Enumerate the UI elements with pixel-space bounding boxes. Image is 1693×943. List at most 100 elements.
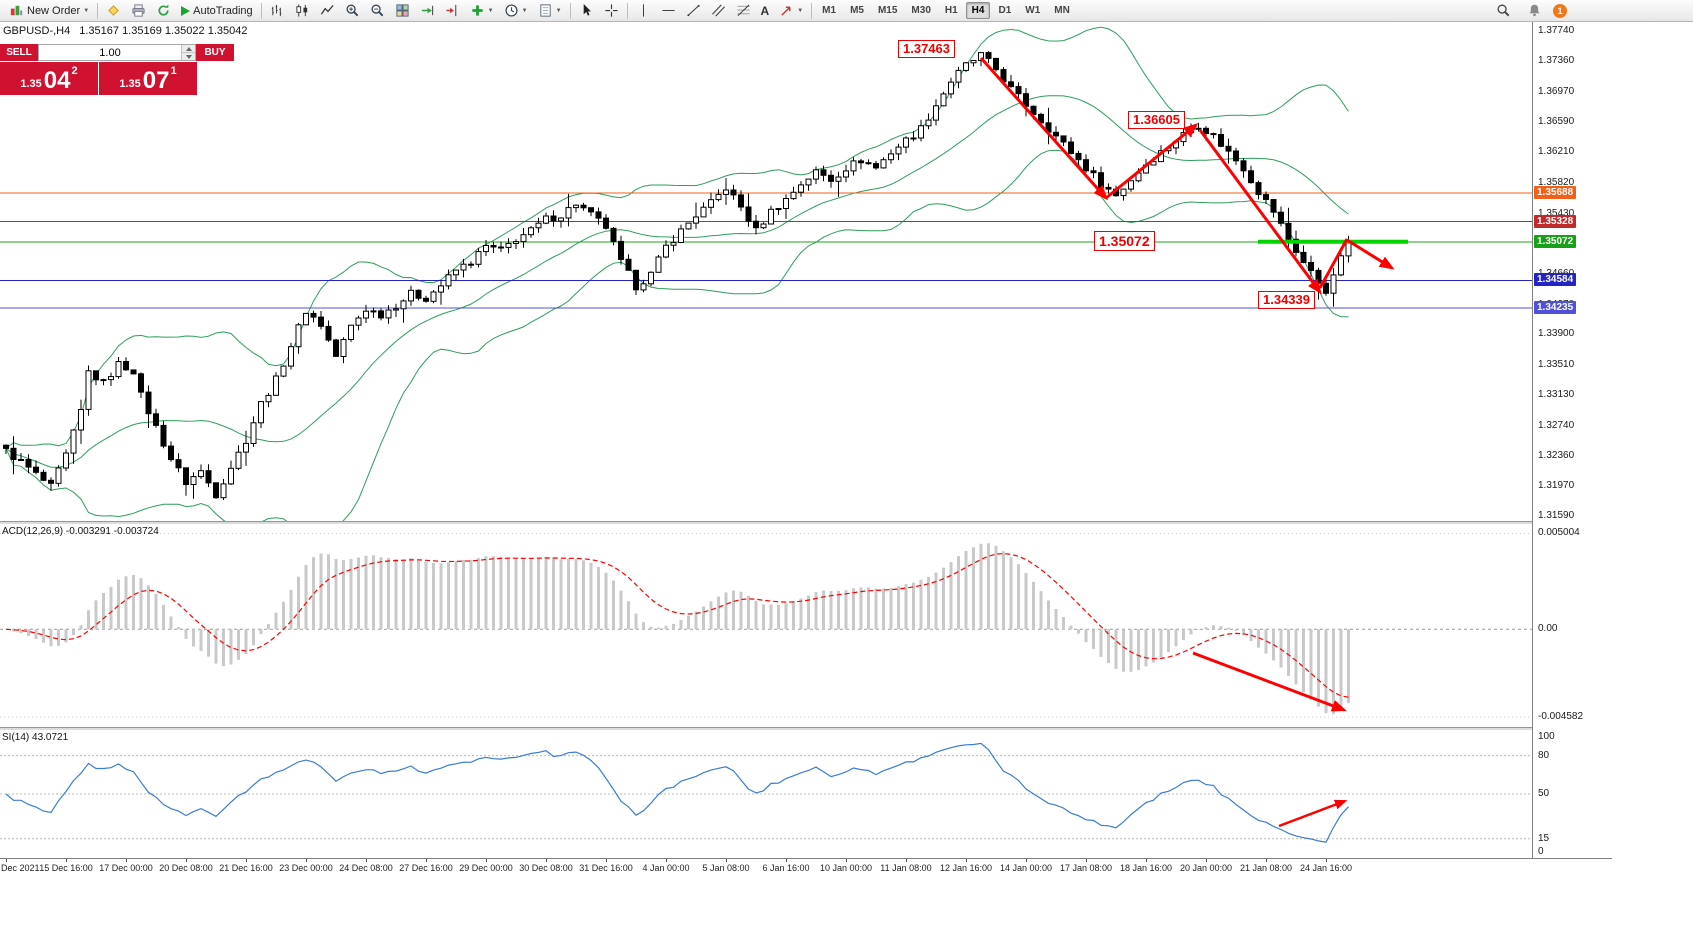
- buy-button[interactable]: BUY: [196, 44, 234, 61]
- macd-axis-label: 0.00: [1538, 623, 1558, 635]
- periods-button[interactable]: ▼: [499, 0, 533, 22]
- arrows-button[interactable]: ▼: [774, 0, 808, 22]
- cursor-button[interactable]: [574, 0, 599, 22]
- trendline-icon: [686, 4, 700, 17]
- tf-d1-button[interactable]: D1: [998, 5, 1012, 16]
- new-order-button[interactable]: New Order ▼: [4, 0, 94, 22]
- sell-price-sup: 2: [71, 65, 78, 77]
- time-label: 20 Dec 08:00: [159, 863, 213, 873]
- price-level-badge: 1.35328: [1534, 214, 1577, 228]
- macd-indicator-label: ACD(12,26,9) -0.003291 -0.003724: [2, 526, 159, 537]
- tf-h4-button[interactable]: H4: [965, 2, 991, 19]
- time-tick: [1026, 859, 1027, 862]
- time-tick: [1146, 859, 1147, 862]
- price-chart-plot[interactable]: [0, 22, 1532, 521]
- time-tick: [366, 859, 367, 862]
- tf-h1-button[interactable]: H1: [944, 5, 958, 16]
- trend-arrow[interactable]: [979, 57, 1108, 201]
- tf-m5-button[interactable]: M5: [850, 5, 864, 16]
- rsi-plot[interactable]: [0, 730, 1532, 858]
- candlestick-chart-button[interactable]: [290, 0, 315, 22]
- time-label: 23 Dec 00:00: [279, 863, 333, 873]
- text-button[interactable]: A: [756, 0, 775, 22]
- time-label: 21 Dec 16:00: [219, 863, 273, 873]
- templates-button[interactable]: ▼: [533, 0, 567, 22]
- notification-badge[interactable]: 1: [1553, 3, 1567, 18]
- buy-price-sup: 1: [170, 65, 177, 77]
- volume-up-button[interactable]: [182, 45, 195, 52]
- volume-down-button[interactable]: [182, 52, 195, 60]
- macd-trend-arrow[interactable]: [1192, 651, 1347, 712]
- refresh-icon: [158, 4, 169, 16]
- notifications-button[interactable]: [1522, 0, 1547, 22]
- time-tick: [246, 859, 247, 862]
- print-button[interactable]: [126, 0, 151, 22]
- tf-m1-button[interactable]: M1: [822, 5, 837, 16]
- price-axis[interactable]: 1.37740 1.37360 1.36970 1.36590 1.36210 1.358…: [1532, 22, 1613, 876]
- lower-high-label[interactable]: 1.36605: [1128, 111, 1185, 129]
- tf-mn-button[interactable]: MN: [1054, 5, 1070, 16]
- sell-button[interactable]: SELL: [0, 44, 38, 61]
- tile-windows-icon: [396, 4, 409, 17]
- time-label: 21 Jan 08:00: [1239, 863, 1293, 873]
- rsi-trend-arrow[interactable]: [1278, 799, 1348, 828]
- line-chart-button[interactable]: [315, 0, 340, 22]
- time-tick: [1086, 859, 1087, 862]
- swing-high-label[interactable]: 1.37463: [898, 40, 955, 58]
- buy-price-button[interactable]: 1.35 07 1: [99, 62, 197, 95]
- auto-scroll-button[interactable]: [415, 0, 440, 22]
- chevron-down-icon: ▼: [555, 7, 562, 14]
- trend-arrow[interactable]: [1105, 123, 1199, 200]
- search-button[interactable]: [1491, 0, 1516, 22]
- crosshair-button[interactable]: [599, 0, 624, 22]
- time-tick: [6, 859, 7, 862]
- fibonacci-button[interactable]: [731, 0, 756, 22]
- bar-chart-button[interactable]: [265, 0, 290, 22]
- time-label: 11 Jan 08:00: [880, 863, 932, 873]
- autotrading-button[interactable]: AutoTrading: [176, 0, 258, 22]
- spinner-up-icon: [185, 46, 192, 51]
- time-label: 4 Jan 00:00: [642, 863, 690, 873]
- refresh-button[interactable]: [151, 0, 176, 22]
- trend-arrow[interactable]: [1318, 238, 1349, 289]
- tf-w1-button[interactable]: W1: [1025, 5, 1041, 16]
- zoom-in-button[interactable]: [340, 0, 365, 22]
- rsi-axis-label: 15: [1538, 832, 1550, 844]
- volume-input[interactable]: [39, 45, 181, 60]
- time-label: 30 Dec 08:00: [519, 863, 573, 873]
- trendline-button[interactable]: [681, 0, 706, 22]
- vertical-line-button[interactable]: [631, 0, 656, 22]
- tile-windows-button[interactable]: [390, 0, 415, 22]
- horizontal-line-button[interactable]: [656, 0, 681, 22]
- macd-histogram: [12, 543, 1350, 715]
- new-order-icon: [10, 5, 23, 16]
- channel-button[interactable]: [706, 0, 731, 22]
- crosshair-icon: [604, 4, 618, 17]
- time-label: 27 Dec 16:00: [399, 863, 453, 873]
- time-label: 18 Jan 16:00: [1119, 863, 1173, 873]
- tf-m30-button[interactable]: M30: [911, 5, 931, 16]
- macd-plot[interactable]: [0, 524, 1532, 727]
- panel-separator[interactable]: [0, 727, 1612, 730]
- chevron-down-icon: ▼: [487, 7, 494, 14]
- time-tick: [786, 859, 787, 862]
- metaeditor-button[interactable]: [101, 0, 126, 22]
- price-tick-label: 1.36210: [1538, 146, 1575, 158]
- zoom-out-button[interactable]: [365, 0, 390, 22]
- chevron-down-icon: ▼: [521, 7, 528, 14]
- panel-separator[interactable]: [0, 521, 1612, 524]
- resistance-level-label[interactable]: 1.35072: [1094, 231, 1155, 251]
- time-label: 24 Jan 16:00: [1299, 863, 1353, 873]
- chart-shift-button[interactable]: [440, 0, 465, 22]
- horizontal-line-icon: [661, 10, 675, 11]
- trend-arrow[interactable]: [1346, 238, 1395, 270]
- sell-price-button[interactable]: 1.35 04 2: [0, 62, 98, 95]
- trend-arrow[interactable]: [1198, 129, 1322, 295]
- buy-price-big: 07: [142, 67, 170, 94]
- time-axis[interactable]: Dec 2021 15 Dec 16:00 17 Dec 00:00 20 Dec 0…: [0, 858, 1612, 877]
- swing-low-label[interactable]: 1.34339: [1258, 291, 1315, 309]
- indicators-button[interactable]: ▼: [465, 0, 499, 22]
- chart-window[interactable]: GBPUSD-,H4 1.35167 1.35169 1.35022 1.3504…: [0, 22, 1693, 943]
- tf-m15-button[interactable]: M15: [877, 5, 898, 16]
- time-label: 17 Jan 08:00: [1059, 863, 1113, 873]
